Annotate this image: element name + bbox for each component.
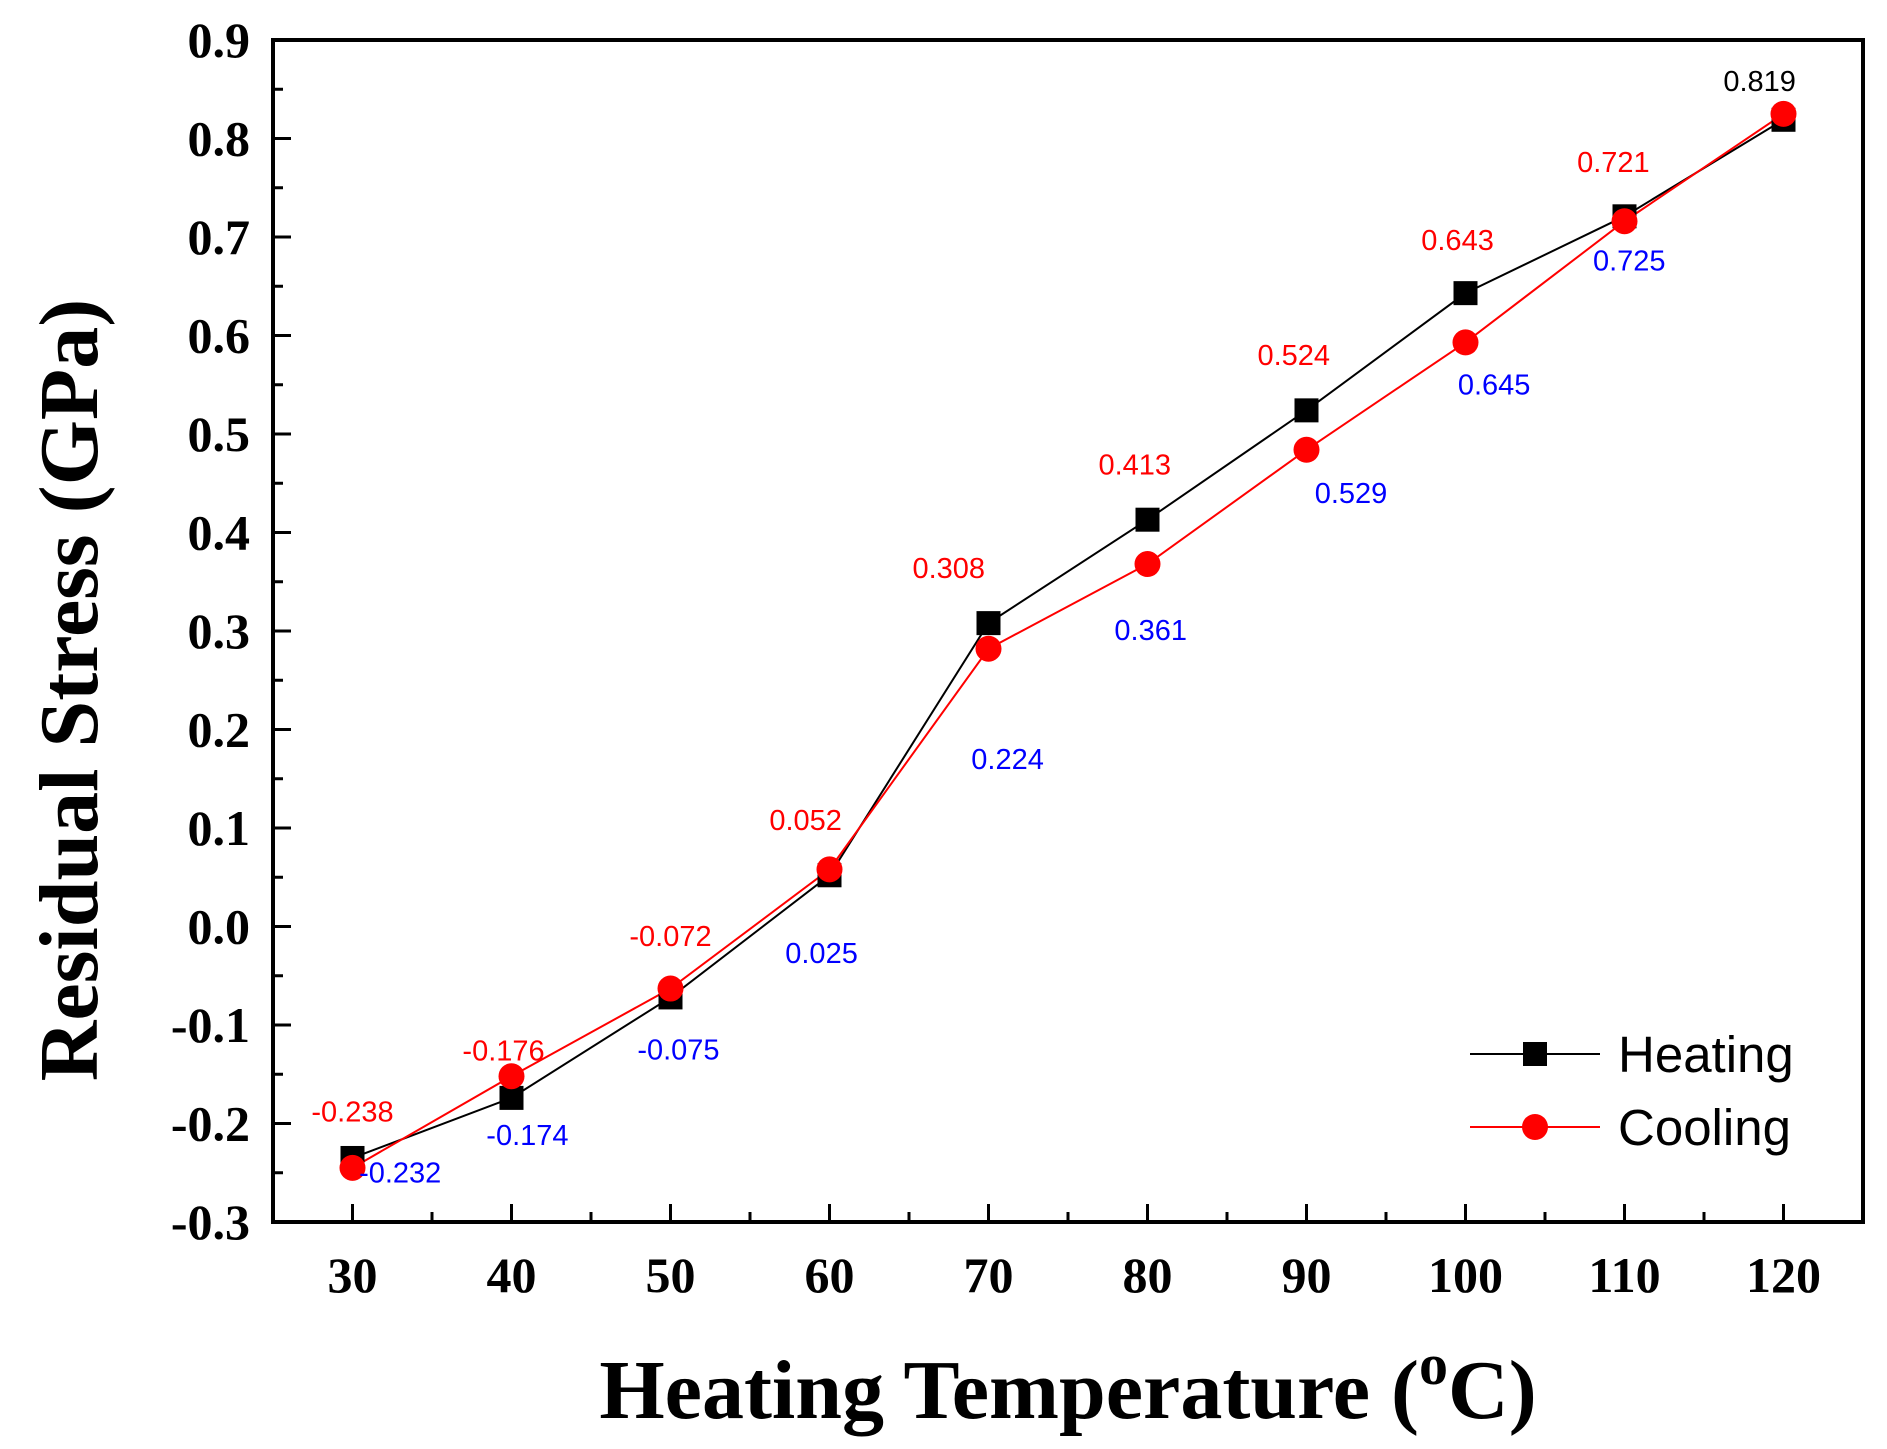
x-axis-title-main: Heating Temperature (	[599, 1344, 1419, 1437]
y-tick-label: -0.2	[171, 1096, 250, 1152]
y-tick-label: 0.9	[188, 12, 251, 68]
data-label: -0.174	[486, 1120, 568, 1152]
cooling-point	[816, 856, 843, 883]
x-tick-label: 40	[487, 1247, 537, 1303]
x-axis-title: Heating Temperature (oC)	[599, 1332, 1536, 1437]
y-tick-label: 0.2	[188, 702, 251, 758]
y-tick-label: 0.7	[188, 209, 251, 265]
data-labels: -0.238 -0.232 -0.176 -0.174 -0.072 -0.075 0.05…	[311, 66, 1796, 1189]
y-tick-label: 0.1	[188, 800, 251, 856]
y-tick-label: 0.5	[188, 406, 251, 462]
x-tick-label: 90	[1282, 1247, 1332, 1303]
cooling-point	[1452, 329, 1479, 356]
cooling-point	[339, 1154, 366, 1181]
data-label: -0.238	[311, 1097, 393, 1129]
y-tick-label: 0.6	[188, 308, 251, 364]
data-label: 0.721	[1577, 147, 1650, 179]
data-label: 0.025	[785, 938, 858, 970]
cooling-point	[1770, 100, 1797, 127]
cooling-point	[657, 975, 684, 1002]
series-lines	[352, 113, 1785, 1169]
legend-heating-label: Heating	[1618, 1026, 1794, 1083]
cooling-point	[1293, 436, 1320, 463]
heating-point	[1135, 507, 1160, 532]
axis-tick-labels: 30 40 50 60 70 80 90 100 110 120 -0.3 -0.2 -0.1 0.0 0.…	[171, 12, 1821, 1303]
data-label: 0.725	[1593, 245, 1666, 277]
heating-point	[976, 611, 1001, 636]
data-label: 0.413	[1098, 449, 1171, 481]
legend: Heating Cooling	[1470, 1026, 1794, 1156]
cooling-point	[975, 635, 1002, 662]
heating-point	[1294, 398, 1319, 423]
cooling-series-line	[352, 113, 1785, 1169]
axis-ticks	[273, 38, 1865, 1224]
y-tick-label: -0.1	[171, 997, 250, 1053]
heating-point	[1453, 281, 1478, 306]
legend-heating-marker	[1523, 1042, 1547, 1066]
data-label: -0.072	[629, 921, 711, 953]
cooling-point	[498, 1063, 525, 1090]
x-tick-label: 80	[1123, 1247, 1173, 1303]
data-label: 0.819	[1723, 66, 1796, 98]
y-tick-label: 0.0	[188, 899, 251, 955]
y-tick-label: 0.8	[188, 111, 251, 167]
cooling-point	[1134, 551, 1161, 578]
data-label: 0.361	[1114, 615, 1187, 647]
data-label: 0.645	[1458, 370, 1531, 402]
data-label: 0.308	[912, 553, 985, 585]
data-label: -0.232	[359, 1158, 441, 1190]
y-axis-title: Residual Stress (GPa)	[23, 299, 116, 1081]
y-tick-label: 0.4	[188, 505, 251, 561]
heating-series-line	[352, 118, 1785, 1159]
data-label: 0.529	[1315, 478, 1388, 510]
x-tick-label: 100	[1428, 1247, 1503, 1303]
data-label: 0.524	[1257, 340, 1330, 372]
x-axis-title-superscript: o	[1419, 1332, 1448, 1397]
y-tick-label: -0.3	[171, 1194, 250, 1250]
x-tick-label: 120	[1746, 1247, 1821, 1303]
legend-cooling-label: Cooling	[1618, 1099, 1791, 1156]
x-tick-label: 70	[964, 1247, 1014, 1303]
data-label: -0.176	[462, 1035, 544, 1067]
y-tick-label: 0.3	[188, 603, 251, 659]
data-label: 0.224	[971, 744, 1044, 776]
data-markers	[339, 100, 1797, 1181]
legend-cooling-marker	[1522, 1114, 1548, 1140]
data-label: -0.075	[637, 1034, 719, 1066]
x-tick-label: 60	[805, 1247, 855, 1303]
x-axis-title-suffix: C)	[1448, 1344, 1537, 1437]
data-label: 0.052	[769, 805, 842, 837]
x-tick-label: 110	[1588, 1247, 1660, 1303]
data-label: 0.643	[1421, 225, 1494, 257]
heating-point	[499, 1085, 524, 1110]
x-tick-label: 30	[328, 1247, 378, 1303]
cooling-point	[1611, 208, 1638, 235]
x-tick-label: 50	[646, 1247, 696, 1303]
